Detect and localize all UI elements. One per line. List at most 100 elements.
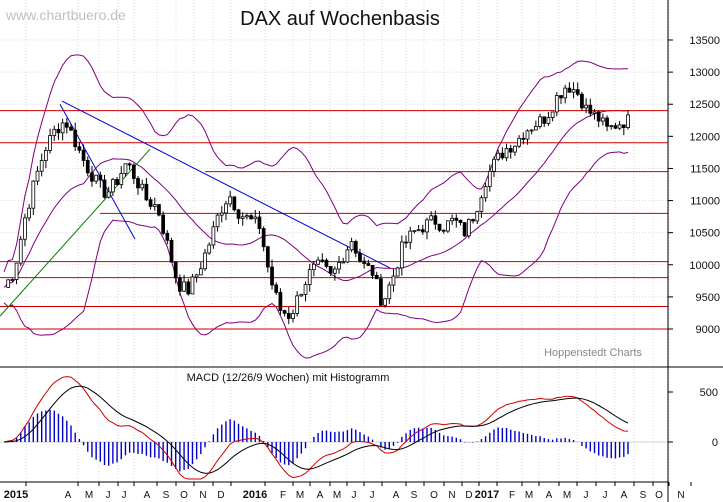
candle-up <box>182 281 186 292</box>
candle-up <box>592 111 597 114</box>
candle-down <box>178 277 182 292</box>
candle-down <box>621 124 626 128</box>
x-tick-label: J <box>370 490 375 501</box>
candle-up <box>395 267 400 277</box>
candle-down <box>98 174 103 181</box>
candle-up <box>245 215 249 218</box>
candle-down <box>542 116 547 124</box>
candle-up <box>52 128 57 136</box>
candle-up <box>492 158 496 172</box>
x-tick-label: A <box>546 490 553 501</box>
y-tick-label: 12000 <box>689 131 720 143</box>
x-tick-label: F <box>509 490 515 501</box>
candle-up <box>152 204 157 207</box>
candle-up <box>6 279 11 288</box>
candle-down <box>353 241 358 254</box>
candle-up <box>466 219 471 237</box>
source-label: Hoppenstedt Charts <box>544 347 642 359</box>
candle-up <box>106 191 111 198</box>
candle-up <box>48 135 52 151</box>
candle-up <box>475 211 480 222</box>
candle-down <box>374 274 379 280</box>
candle-up <box>111 179 115 193</box>
candle-down <box>366 263 371 266</box>
y-tick-label: 9000 <box>696 324 720 336</box>
downtrend-line-long <box>61 100 391 269</box>
candle-down <box>567 87 572 93</box>
candle-down <box>404 241 408 244</box>
candle-down <box>144 183 149 201</box>
candle-down <box>433 215 438 225</box>
candle-down <box>115 179 119 186</box>
candle-up <box>35 170 40 182</box>
candle-up <box>94 174 99 182</box>
candle-down <box>286 312 291 319</box>
candle-up <box>554 95 559 113</box>
candle-up <box>483 186 488 199</box>
macd-axis-ticks: 0 500 <box>668 387 718 449</box>
x-tick-label: M <box>296 490 304 501</box>
candle-down <box>370 264 375 276</box>
y-tick-label: 13000 <box>689 67 720 79</box>
candle-down <box>77 146 82 151</box>
candle-down <box>458 219 463 224</box>
candle-up <box>538 116 542 127</box>
candle-down <box>270 266 274 286</box>
candle-up <box>571 89 576 93</box>
x-tick-label: J <box>106 490 111 501</box>
x-tick-label: M <box>333 490 341 501</box>
candle-up <box>479 197 484 212</box>
candle-up <box>529 129 534 132</box>
candle-up <box>496 152 501 160</box>
x-tick-label: 2016 <box>243 489 267 501</box>
candle-up <box>416 229 421 232</box>
candle-up <box>504 148 509 159</box>
x-tick-label: J <box>122 490 127 501</box>
candle-down <box>85 160 90 174</box>
x-tick-label: S <box>411 490 418 501</box>
macd-title: MACD (12/26/9 Wochen) mit Histogramm <box>187 372 390 384</box>
candle-up <box>412 230 417 233</box>
candle-down <box>165 232 170 241</box>
candle-up <box>332 268 337 274</box>
x-tick-label: A <box>621 490 628 501</box>
x-tick-label: N <box>448 490 455 501</box>
trend-lines <box>0 100 391 317</box>
x-tick-label: O <box>180 490 188 501</box>
middle-bollinger-band <box>3 109 629 288</box>
candle-down <box>282 310 287 314</box>
candle-up <box>349 241 354 251</box>
candle-up <box>198 268 203 276</box>
candle-up <box>584 104 588 109</box>
candle-up <box>291 313 295 319</box>
candle-up <box>18 238 23 264</box>
candle-up <box>295 295 300 314</box>
y-tick-label: 11500 <box>690 163 720 175</box>
uptrend-line <box>0 148 151 317</box>
candle-down <box>186 281 191 295</box>
candle-down <box>580 93 584 109</box>
candle-down <box>500 152 505 159</box>
y-tick-label: 10500 <box>689 228 720 240</box>
candle-down <box>362 260 367 264</box>
bollinger-bands <box>3 54 629 359</box>
candle-down <box>420 229 425 233</box>
candle-up <box>391 275 396 286</box>
candle-up <box>550 111 555 118</box>
candle-up <box>513 145 517 153</box>
candle-down <box>249 215 253 220</box>
candle-up <box>525 130 530 140</box>
x-tick-label: J <box>603 490 608 501</box>
time-axis-ticks: 2015 A M J J A S O N D 2016 F M A M J J A S O N D 2017 F M A M J J A S… <box>4 482 692 501</box>
candle-down <box>454 217 459 221</box>
x-tick-label: M <box>85 490 93 501</box>
macd-panel <box>0 376 668 480</box>
x-tick-label: J <box>352 490 357 501</box>
x-tick-label: A <box>144 490 151 501</box>
candle-down <box>102 179 107 198</box>
candle-down <box>320 259 325 262</box>
candle-down <box>56 128 61 134</box>
candle-up <box>299 293 304 297</box>
x-tick-label: D <box>217 490 224 501</box>
